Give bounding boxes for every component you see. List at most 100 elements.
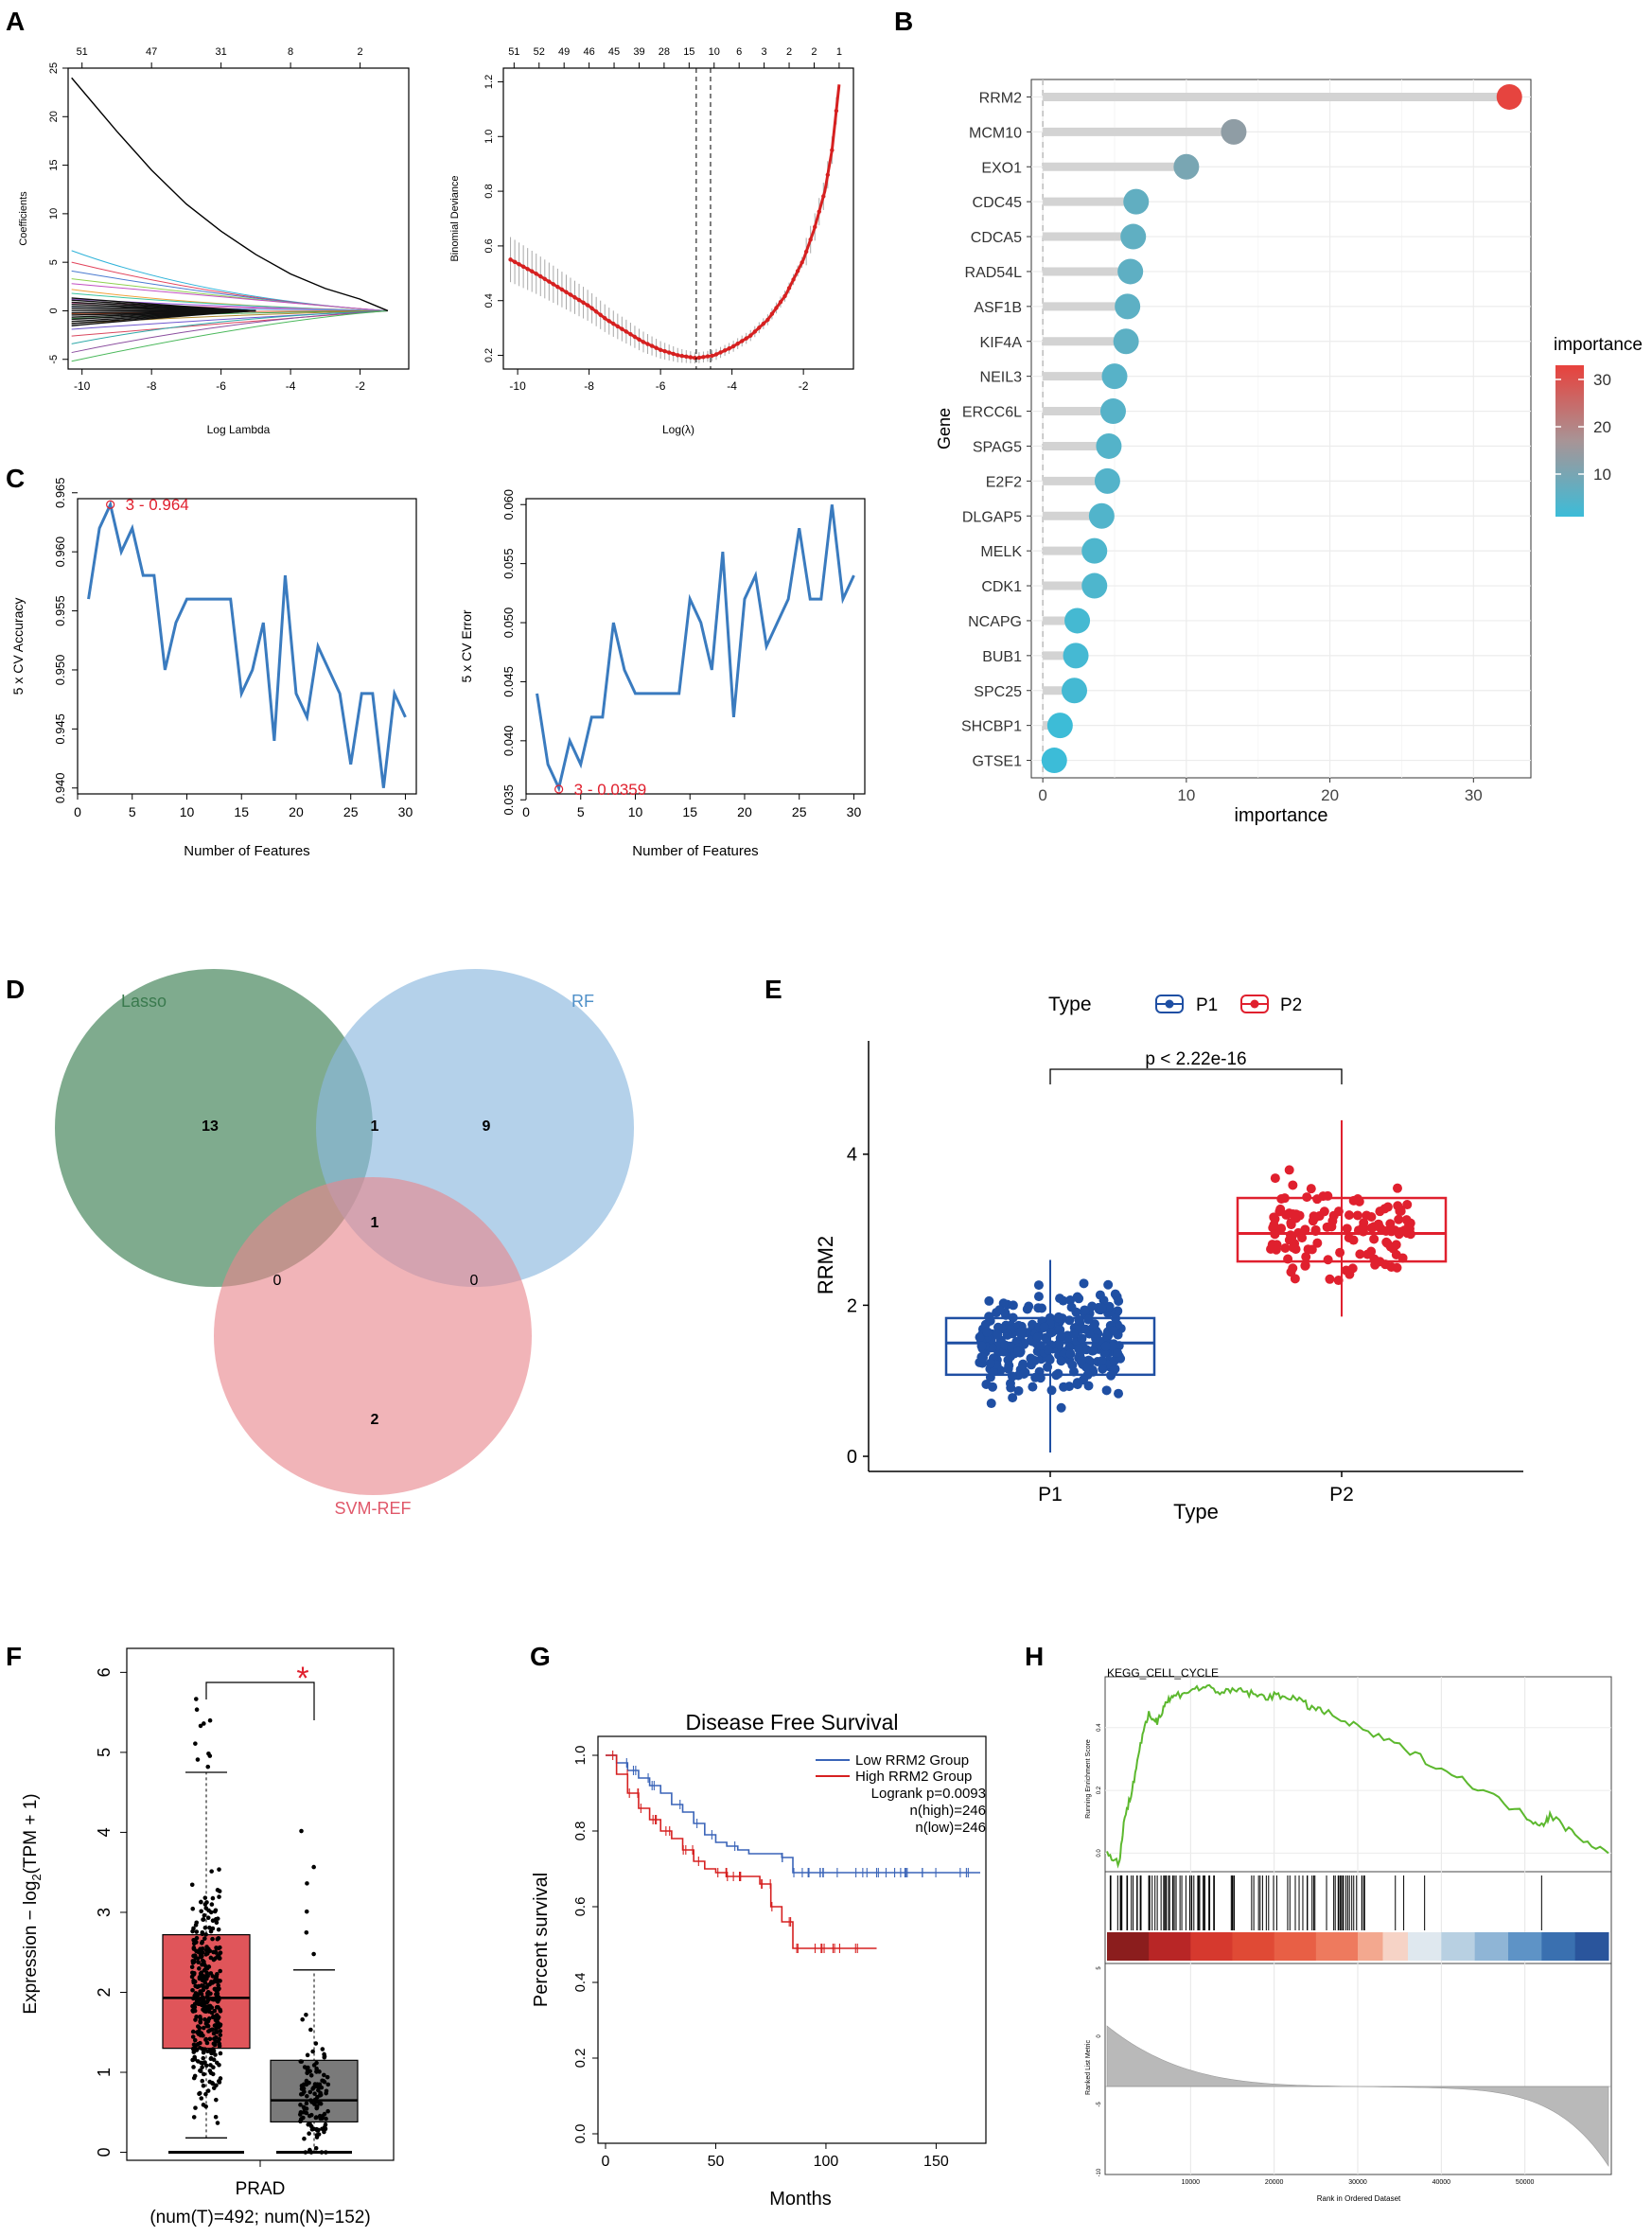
- b-gene-label: ASF1B: [974, 300, 1022, 316]
- b-lollipop-point: [1101, 363, 1128, 390]
- f-point: [193, 1940, 198, 1945]
- f-point: [211, 2057, 217, 2063]
- panel-a2-plot-frame: [502, 67, 854, 370]
- f-sig-bracket: [205, 1681, 315, 1720]
- h-y-tick-label: 0.4: [1097, 1723, 1102, 1732]
- f-point: [302, 2136, 307, 2141]
- f-point: [322, 2072, 326, 2078]
- e-point: [1405, 1229, 1415, 1240]
- a2-top-tick-label: 49: [558, 46, 570, 58]
- a1-coef-path: [71, 283, 388, 311]
- h-rank-strip: [1541, 1932, 1576, 1961]
- f-point: [325, 2074, 330, 2080]
- e-point: [1306, 1184, 1316, 1194]
- panel-b-legend-ticks: 30 20 10: [1555, 371, 1611, 484]
- f-point: [194, 1935, 200, 1941]
- a1-x-tick-label: -6: [216, 379, 226, 393]
- b-gene-label: MELK: [980, 544, 1022, 560]
- e-point: [994, 1305, 1005, 1315]
- panel-e-ylabel: RRM2: [814, 1236, 837, 1294]
- f-point: [201, 1987, 206, 1993]
- e-point: [1097, 1356, 1107, 1366]
- f-point: [190, 2029, 196, 2034]
- panel-g-ylabel: Percent survival: [531, 1873, 552, 2007]
- f-box: [270, 2059, 359, 2123]
- f-y-tick-label: 1: [95, 2068, 114, 2077]
- e-point: [1033, 1292, 1044, 1302]
- f-point: [203, 2104, 208, 2109]
- a2-x-tick-label: -8: [584, 379, 594, 393]
- g-km-curve: [606, 1754, 877, 1949]
- f-point: [193, 1741, 198, 1746]
- e-point: [1271, 1244, 1281, 1255]
- f-point: [206, 1908, 211, 1913]
- c1-x-tick-label: 30: [398, 804, 413, 819]
- e-point: [1323, 1255, 1333, 1265]
- f-point: [299, 2083, 305, 2088]
- h-y2-tick-label: -10: [1097, 2168, 1102, 2176]
- panel-a2-ylabel: Binomial Deviance: [449, 175, 461, 261]
- f-point: [210, 1974, 216, 1979]
- a1-y-tick-label: 15: [48, 159, 60, 170]
- f-point: [314, 2084, 319, 2089]
- f-point: [314, 2135, 320, 2139]
- f-point: [313, 2098, 318, 2103]
- a2-top-tick-label: 28: [659, 46, 670, 58]
- f-point: [195, 2024, 201, 2029]
- f-point: [199, 1991, 204, 1997]
- c2-x-tick-label: 30: [847, 804, 862, 819]
- h-rank-strip: [1408, 1932, 1442, 1961]
- b-lollipop-point: [1123, 188, 1150, 215]
- b-lollipop-point: [1081, 537, 1108, 564]
- f-point: [304, 1929, 309, 1935]
- b-gene-label: RRM2: [979, 90, 1022, 106]
- b-legend-tick-label: 10: [1593, 466, 1611, 484]
- f-point: [324, 2090, 328, 2096]
- f-point: [310, 2086, 315, 2091]
- e-point: [1077, 1354, 1087, 1364]
- h-rank-strip: [1441, 1932, 1476, 1961]
- e-point: [1100, 1341, 1111, 1351]
- panel-h-ylabel-top: Running Enrichment Score: [1085, 1739, 1092, 1819]
- c2-x-tick-label: 20: [737, 804, 752, 819]
- b-gene-label: SHCBP1: [961, 719, 1022, 735]
- f-point: [308, 2122, 312, 2126]
- f-point: [217, 1894, 221, 1899]
- b-gene-label: NEIL3: [980, 370, 1023, 386]
- panel-g-stat-nlow: n(low)=246: [915, 1820, 986, 1836]
- e-point: [989, 1366, 999, 1377]
- f-y-tick-label: 0: [95, 2148, 114, 2157]
- e-point: [1284, 1235, 1294, 1245]
- f-point: [204, 1945, 209, 1949]
- e-point: [1101, 1385, 1112, 1396]
- e-point: [1269, 1212, 1279, 1223]
- f-point: [202, 1925, 208, 1930]
- f-point: [210, 1895, 216, 1901]
- a2-top-tick-label: 2: [811, 46, 817, 58]
- e-point: [1019, 1368, 1029, 1379]
- c2-y-tick-label: 0.055: [501, 548, 516, 579]
- e-point: [1039, 1322, 1049, 1332]
- f-point: [308, 2089, 313, 2095]
- a2-top-tick-label: 10: [709, 46, 720, 58]
- f-point: [190, 2057, 195, 2063]
- f-point: [215, 1916, 220, 1921]
- b-lollipop-point: [1120, 223, 1147, 250]
- e-point: [1108, 1341, 1118, 1351]
- c1-x-tick-label: 25: [343, 804, 359, 819]
- panel-f-category: PRAD: [236, 2179, 286, 2199]
- f-point: [198, 2069, 203, 2074]
- f-point: [325, 2082, 331, 2087]
- b-gene-label: EXO1: [981, 160, 1022, 176]
- venn-count-lasso-svm: 0: [273, 1273, 282, 1289]
- f-point: [198, 2045, 202, 2051]
- b-lollipop-point: [1173, 153, 1200, 180]
- e-point: [1064, 1315, 1075, 1326]
- f-point: [325, 2108, 330, 2114]
- e-point: [1269, 1220, 1279, 1230]
- e-point: [1348, 1235, 1359, 1245]
- e-point: [1401, 1215, 1412, 1225]
- e-point: [1362, 1210, 1372, 1221]
- e-point: [1033, 1280, 1044, 1291]
- f-point: [191, 2042, 197, 2048]
